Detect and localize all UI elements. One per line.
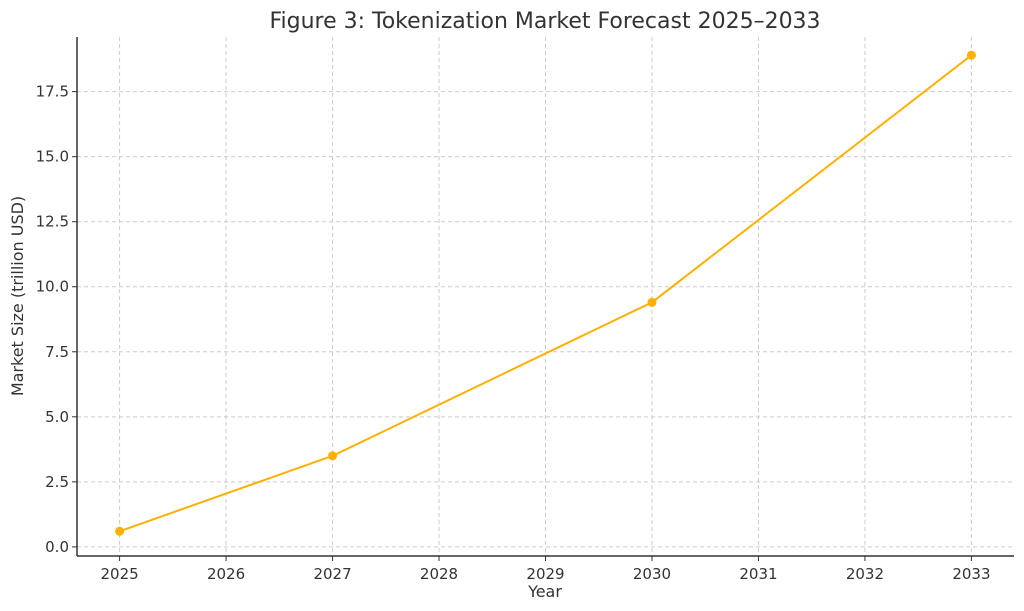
series-line	[119, 54, 973, 533]
grid-layer	[77, 37, 1014, 556]
x-tick-label: 2027	[313, 565, 351, 583]
x-axis-label: Year	[527, 582, 562, 601]
y-tick-label: 17.5	[36, 83, 69, 101]
y-tick-label: 12.5	[36, 213, 69, 231]
x-tick-label: 2031	[739, 565, 777, 583]
x-tick-label: 2033	[952, 565, 990, 583]
data-point	[115, 526, 125, 536]
y-tick-label: 15.0	[36, 148, 69, 166]
x-tick-label: 2032	[846, 565, 884, 583]
x-tick-label: 2028	[420, 565, 458, 583]
y-tick-label: 2.5	[45, 473, 69, 491]
x-tick-label: 2025	[100, 565, 138, 583]
y-tick-label: 5.0	[45, 408, 69, 426]
y-tick-label: 0.0	[45, 538, 69, 556]
y-tick-label: 7.5	[45, 343, 69, 361]
ticks-layer: 2025 2026 2027 2028 2029 2030 2031 2032 2033 0.0 2…	[36, 83, 991, 583]
series-layer	[115, 50, 976, 536]
data-point	[647, 297, 657, 307]
chart-title: Figure 3: Tokenization Market Forecast 2…	[269, 9, 820, 34]
x-tick-label: 2029	[526, 565, 564, 583]
y-tick-label: 10.0	[36, 278, 69, 296]
x-tick-label: 2030	[633, 565, 671, 583]
data-point	[328, 451, 338, 461]
y-axis-label: Market Size (trillion USD)	[8, 196, 27, 396]
data-point	[966, 50, 976, 60]
x-tick-label: 2026	[207, 565, 245, 583]
